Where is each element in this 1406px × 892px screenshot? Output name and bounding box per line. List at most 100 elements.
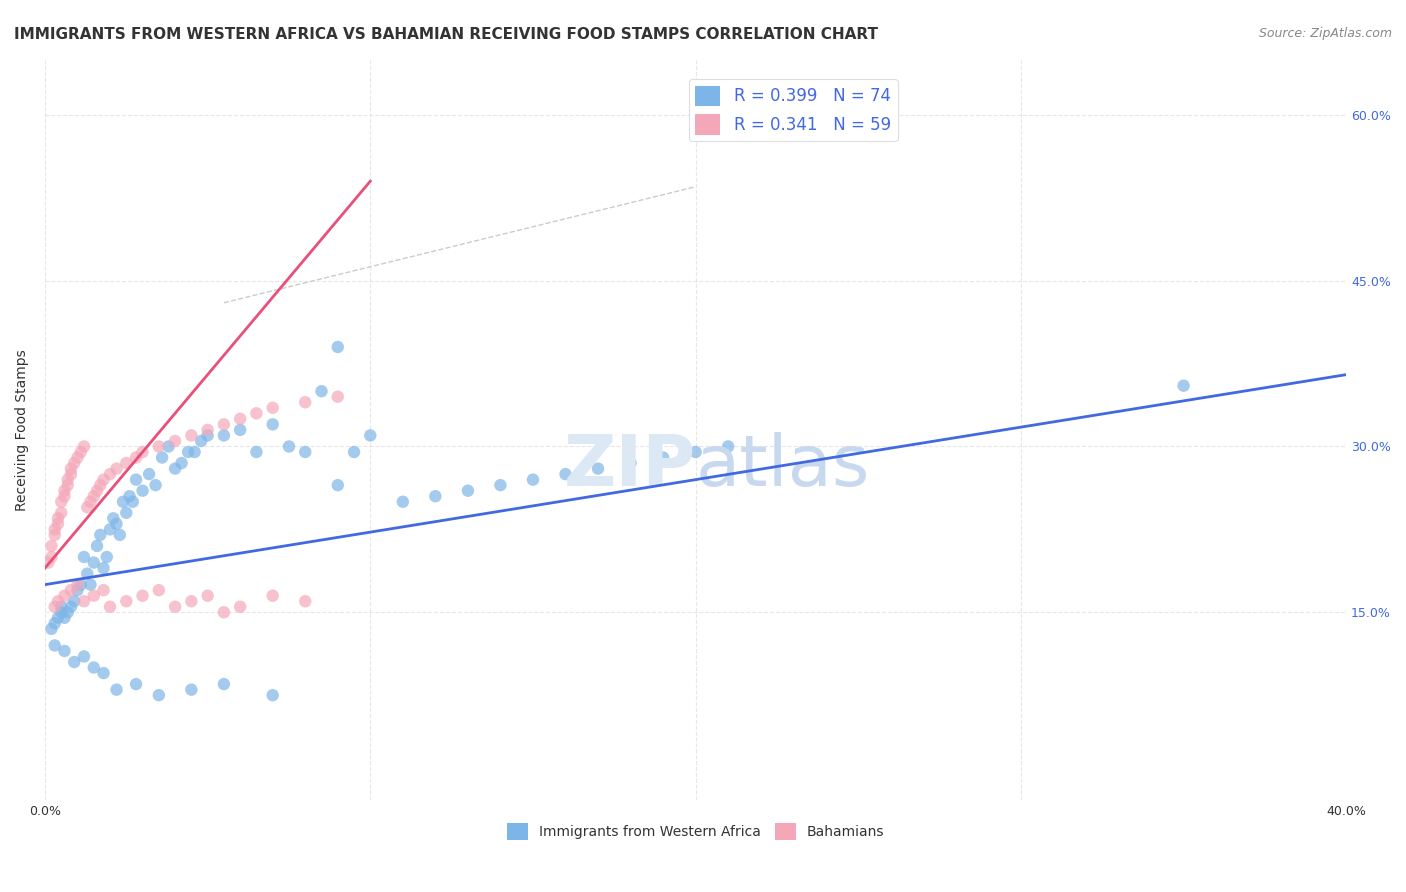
Point xyxy=(73,649,96,664)
Point xyxy=(83,489,105,503)
Legend: Immigrants from Western Africa, Bahamians: Immigrants from Western Africa, Bahamian… xyxy=(502,817,890,845)
Point xyxy=(86,483,108,498)
Point xyxy=(93,561,115,575)
Point xyxy=(46,611,69,625)
Point xyxy=(44,599,66,614)
Point xyxy=(53,483,76,498)
Point xyxy=(652,450,675,465)
Point xyxy=(311,384,333,399)
Point xyxy=(212,417,235,432)
Point xyxy=(262,688,284,702)
Point xyxy=(262,589,284,603)
Point xyxy=(115,506,138,520)
Point xyxy=(197,423,219,437)
Point xyxy=(125,450,148,465)
Point xyxy=(41,539,63,553)
Point xyxy=(69,577,91,591)
Point xyxy=(131,589,153,603)
Point xyxy=(131,483,153,498)
Point xyxy=(138,467,160,482)
Point xyxy=(56,478,79,492)
Point xyxy=(108,528,131,542)
Point xyxy=(83,556,105,570)
Point xyxy=(73,549,96,564)
Point xyxy=(619,456,641,470)
Point xyxy=(294,594,316,608)
Point xyxy=(586,461,609,475)
Point xyxy=(51,605,73,619)
Point xyxy=(180,594,202,608)
Point xyxy=(326,390,349,404)
Point xyxy=(685,445,707,459)
Text: IMMIGRANTS FROM WESTERN AFRICA VS BAHAMIAN RECEIVING FOOD STAMPS CORRELATION CHA: IMMIGRANTS FROM WESTERN AFRICA VS BAHAMI… xyxy=(14,27,879,42)
Point xyxy=(76,500,98,515)
Point xyxy=(96,549,118,564)
Point xyxy=(103,511,125,525)
Point xyxy=(63,655,86,669)
Point xyxy=(522,473,544,487)
Point xyxy=(76,566,98,581)
Point xyxy=(98,467,121,482)
Y-axis label: Receiving Food Stamps: Receiving Food Stamps xyxy=(15,349,30,511)
Point xyxy=(212,677,235,691)
Point xyxy=(73,594,96,608)
Point xyxy=(53,489,76,503)
Point xyxy=(44,639,66,653)
Point xyxy=(79,494,101,508)
Point xyxy=(180,428,202,442)
Point xyxy=(326,478,349,492)
Point xyxy=(83,589,105,603)
Point xyxy=(262,417,284,432)
Point xyxy=(197,428,219,442)
Point xyxy=(41,622,63,636)
Point xyxy=(554,467,576,482)
Point xyxy=(44,528,66,542)
Point xyxy=(46,594,69,608)
Point xyxy=(59,599,82,614)
Point xyxy=(177,445,200,459)
Point xyxy=(1173,378,1195,392)
Point xyxy=(212,428,235,442)
Point xyxy=(56,473,79,487)
Point xyxy=(157,440,180,454)
Point xyxy=(392,494,415,508)
Point xyxy=(93,473,115,487)
Point xyxy=(93,583,115,598)
Point xyxy=(86,539,108,553)
Point xyxy=(66,450,89,465)
Point xyxy=(59,467,82,482)
Point xyxy=(41,549,63,564)
Point xyxy=(115,594,138,608)
Point xyxy=(89,528,111,542)
Point xyxy=(44,522,66,536)
Point xyxy=(262,401,284,415)
Point xyxy=(294,445,316,459)
Point xyxy=(457,483,479,498)
Point xyxy=(63,594,86,608)
Point xyxy=(489,478,512,492)
Point xyxy=(229,423,252,437)
Point xyxy=(245,406,267,420)
Point xyxy=(53,611,76,625)
Point xyxy=(183,445,205,459)
Point xyxy=(51,494,73,508)
Point xyxy=(125,473,148,487)
Point xyxy=(165,434,187,448)
Point xyxy=(53,644,76,658)
Point xyxy=(73,440,96,454)
Point xyxy=(66,583,89,598)
Point xyxy=(51,599,73,614)
Point xyxy=(148,583,170,598)
Text: atlas: atlas xyxy=(696,433,870,501)
Point xyxy=(118,489,141,503)
Point xyxy=(212,605,235,619)
Point xyxy=(121,494,143,508)
Point xyxy=(83,660,105,674)
Point xyxy=(37,556,59,570)
Point xyxy=(89,478,111,492)
Point xyxy=(425,489,447,503)
Point xyxy=(180,682,202,697)
Point xyxy=(59,583,82,598)
Point xyxy=(51,506,73,520)
Point xyxy=(229,412,252,426)
